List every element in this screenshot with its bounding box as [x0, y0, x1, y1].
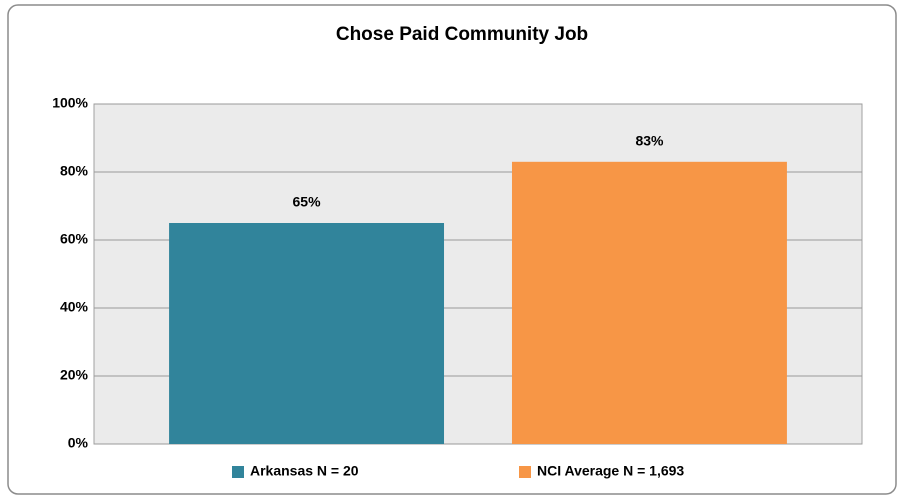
y-tick-label: 100% — [52, 95, 88, 111]
y-tick-label: 20% — [60, 367, 89, 383]
legend-swatch — [519, 466, 531, 478]
legend-label: NCI Average N = 1,693 — [537, 463, 684, 479]
value-label: 83% — [635, 133, 664, 149]
y-tick-label: 40% — [60, 299, 89, 315]
legend-swatch — [232, 466, 244, 478]
y-tick-label: 80% — [60, 163, 89, 179]
legend-label: Arkansas N = 20 — [250, 463, 359, 479]
chart-title: Chose Paid Community Job — [336, 24, 588, 45]
y-tick-label: 0% — [68, 435, 89, 451]
value-label: 65% — [293, 194, 322, 210]
bar — [169, 223, 445, 444]
y-tick-label: 60% — [60, 231, 89, 247]
bar — [511, 161, 787, 445]
